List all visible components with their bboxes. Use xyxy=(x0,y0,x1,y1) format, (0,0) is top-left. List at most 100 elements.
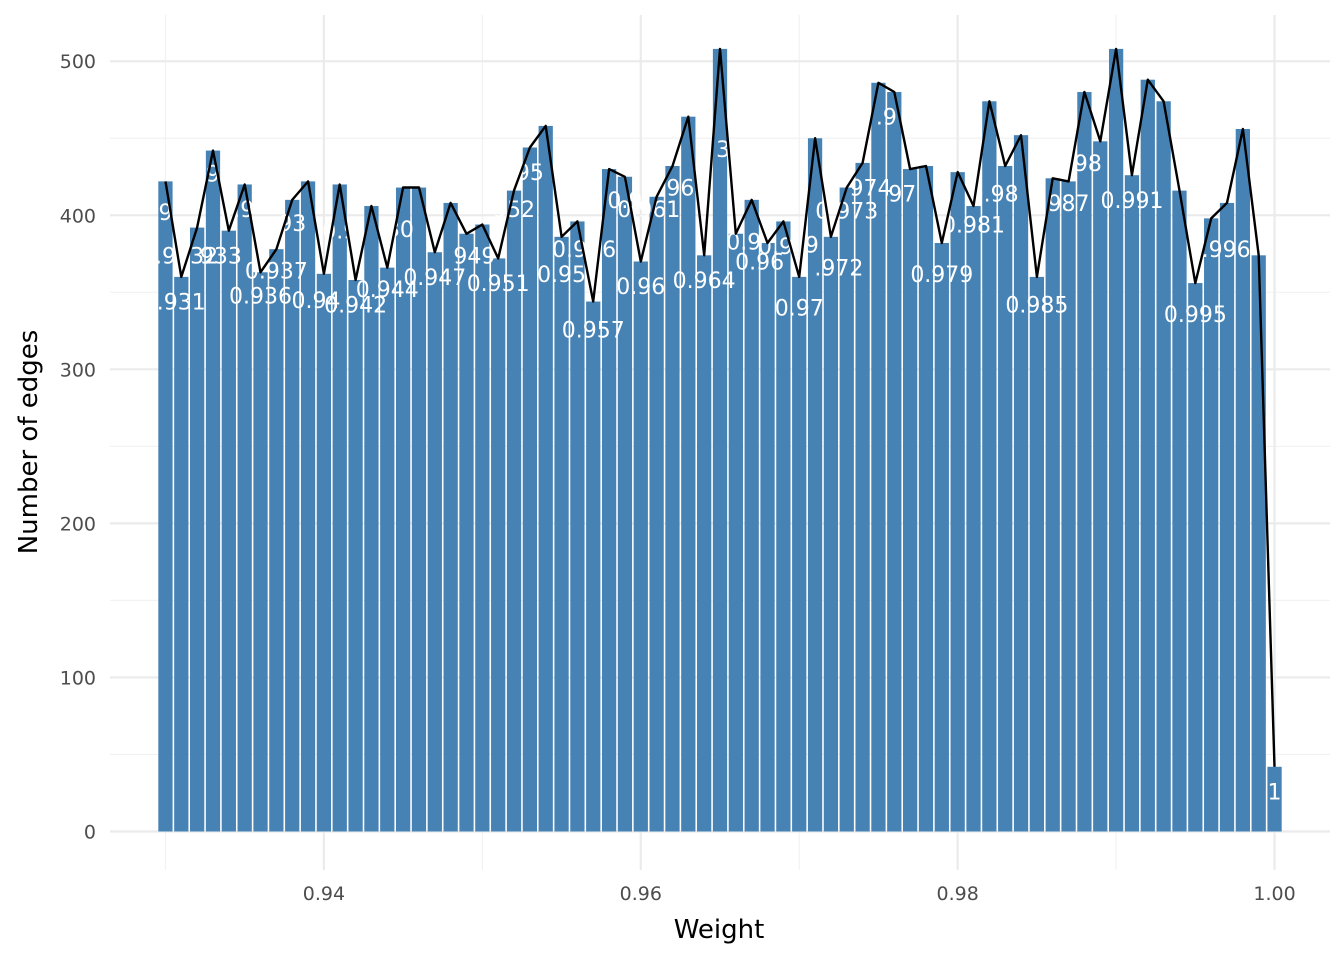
y-tick-label: 200 xyxy=(60,513,96,535)
bar-value-label: .9 xyxy=(876,106,897,131)
bar xyxy=(1219,202,1235,832)
bar xyxy=(300,181,316,832)
bar xyxy=(1204,218,1219,832)
x-tick-label: 0.96 xyxy=(620,883,662,905)
bar xyxy=(1156,101,1171,832)
bar-value-label: 0.94 xyxy=(291,289,340,314)
bar xyxy=(649,196,664,832)
bar-value-label: 0.942 xyxy=(324,294,387,319)
x-axis-ticks: 0.94 0.96 0.98 1.00 xyxy=(303,883,1296,905)
bar-value-label: 949 xyxy=(453,244,495,269)
bar-value-label: 0.995 xyxy=(1164,303,1227,328)
y-tick-label: 100 xyxy=(60,667,96,689)
trend-line xyxy=(164,47,1276,767)
bar xyxy=(316,273,332,832)
bar-value-label: 0.957 xyxy=(562,318,625,343)
bar xyxy=(982,101,997,832)
bar-value-label: 0.964 xyxy=(673,269,736,294)
bar xyxy=(665,165,680,832)
bar xyxy=(475,224,490,832)
bar xyxy=(348,279,363,832)
x-tick-label: 0.98 xyxy=(937,883,979,905)
y-tick-label: 300 xyxy=(60,359,96,381)
bar xyxy=(712,48,728,832)
bar-value-label: 9 xyxy=(805,234,819,259)
x-tick-label: 0.94 xyxy=(303,883,345,905)
bar-value-label: 0.9 xyxy=(758,235,793,260)
bar xyxy=(918,165,934,832)
bar xyxy=(269,249,284,832)
bar-value-label: 96 xyxy=(666,177,694,202)
bar-value-label: 933 xyxy=(200,244,242,269)
bars xyxy=(158,48,1282,832)
bar xyxy=(395,187,411,832)
bar xyxy=(285,199,300,832)
bar xyxy=(1108,48,1124,832)
bar xyxy=(364,206,379,832)
bar xyxy=(1029,276,1045,832)
bar-value-label: 0.9 xyxy=(322,220,357,245)
bar xyxy=(728,233,743,832)
bar xyxy=(427,252,442,832)
bar-value-label: 0.991 xyxy=(1100,189,1163,214)
bar xyxy=(491,258,506,832)
bar xyxy=(158,181,173,832)
bar xyxy=(1093,141,1108,832)
y-tick-label: 500 xyxy=(60,51,96,73)
bar xyxy=(776,221,791,832)
bar-value-label: 6 xyxy=(602,238,616,263)
bar-value-label: 974 xyxy=(850,177,892,202)
bar-value-label: 0.951 xyxy=(467,272,530,297)
bar xyxy=(681,116,696,832)
bar-value-label: 0.96 xyxy=(616,275,665,300)
bar xyxy=(1235,129,1250,832)
bar-value-label: 0.93 xyxy=(141,244,190,269)
bar xyxy=(1251,255,1266,832)
bar xyxy=(807,138,823,832)
bar-value-label: 0.985 xyxy=(1005,294,1068,319)
bar xyxy=(839,187,854,832)
bar-value-label: 952 xyxy=(493,198,535,223)
bar xyxy=(950,172,965,832)
bar xyxy=(538,125,553,832)
bar xyxy=(586,301,601,832)
bar-value-label: 0.979 xyxy=(910,263,973,288)
bar xyxy=(253,272,268,832)
bar xyxy=(697,255,712,832)
bar-value-label: 0.96 xyxy=(735,250,784,275)
bar-value-label: 0.936 xyxy=(229,284,292,309)
y-axis-title: Number of edges xyxy=(14,330,44,555)
bar xyxy=(871,82,886,832)
bar-value-label: 987 xyxy=(1048,192,1090,217)
bar xyxy=(506,190,522,832)
bar xyxy=(332,184,347,832)
bar-value-label: 0.98 xyxy=(970,183,1019,208)
bar xyxy=(205,150,221,832)
bar xyxy=(237,184,252,832)
bar-value-label: 97 xyxy=(888,183,916,208)
bar xyxy=(792,276,807,832)
bar xyxy=(174,276,189,832)
bar xyxy=(570,221,585,832)
bar xyxy=(1172,190,1187,832)
y-tick-label: 0 xyxy=(84,821,96,843)
bar-value-label: 0.95 xyxy=(537,263,586,288)
bar xyxy=(1061,181,1076,832)
bar xyxy=(744,199,759,832)
bar xyxy=(411,187,427,832)
bar xyxy=(617,176,633,832)
bar xyxy=(1013,135,1029,832)
bar-value-label: 0.961 xyxy=(617,198,680,223)
bar-value-label: .972 xyxy=(814,257,863,282)
bar-value-label: 932 xyxy=(176,244,218,269)
bar xyxy=(522,147,537,832)
bar xyxy=(1267,766,1282,832)
bar xyxy=(633,261,648,832)
bar-value-label: 0.944 xyxy=(356,278,419,303)
bar xyxy=(903,169,918,832)
bar xyxy=(823,236,839,832)
bar xyxy=(601,169,617,832)
bar xyxy=(1140,79,1155,832)
y-tick-label: 400 xyxy=(60,205,96,227)
